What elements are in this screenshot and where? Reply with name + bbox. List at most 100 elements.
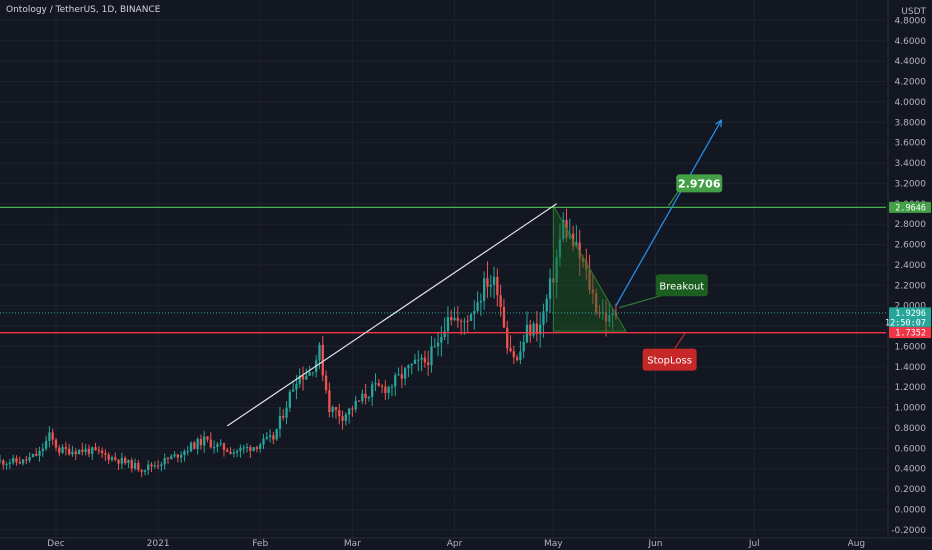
candle-body[interactable] <box>12 458 15 463</box>
candle-body[interactable] <box>440 337 443 343</box>
candle-body[interactable] <box>91 447 94 454</box>
candle-body[interactable] <box>68 448 71 455</box>
candle-body[interactable] <box>466 320 469 322</box>
candle-body[interactable] <box>463 320 466 322</box>
candle-body[interactable] <box>298 375 301 384</box>
candle-body[interactable] <box>331 407 334 413</box>
candle-body[interactable] <box>555 257 558 283</box>
candle-body[interactable] <box>295 383 298 390</box>
candle-body[interactable] <box>512 351 515 358</box>
candle-body[interactable] <box>140 470 143 472</box>
candle-body[interactable] <box>443 331 446 338</box>
target-price-badge-bg[interactable] <box>889 201 931 213</box>
candle-body[interactable] <box>502 306 506 328</box>
candle-body[interactable] <box>249 446 252 451</box>
candle-body[interactable] <box>595 293 598 313</box>
y-axis[interactable]: -0.2000 0.0000 0.2000 0.4000 0.6000 0.8000 1.0… <box>885 0 932 550</box>
candle-body[interactable] <box>459 320 463 322</box>
candle-body[interactable] <box>436 342 440 347</box>
candle-body[interactable] <box>469 314 473 321</box>
candle-body[interactable] <box>581 258 585 262</box>
candle-body[interactable] <box>611 312 614 316</box>
candle-body[interactable] <box>143 470 147 472</box>
candle-body[interactable] <box>0 460 2 462</box>
candle-body[interactable] <box>542 311 545 325</box>
candle-body[interactable] <box>545 298 548 312</box>
candle-body[interactable] <box>160 464 163 466</box>
candle-body[interactable] <box>222 443 226 450</box>
candle-body[interactable] <box>100 450 104 454</box>
target-callout-box[interactable] <box>676 174 723 193</box>
candle-body[interactable] <box>423 357 427 363</box>
candle-body[interactable] <box>394 375 397 387</box>
candle-body[interactable] <box>588 269 591 290</box>
candle-body[interactable] <box>433 346 436 348</box>
candle-body[interactable] <box>291 389 295 392</box>
candle-body[interactable] <box>479 300 483 303</box>
candle-body[interactable] <box>114 457 117 460</box>
candle-body[interactable] <box>450 316 453 321</box>
trend-line[interactable] <box>226 203 557 427</box>
candle-body[interactable] <box>410 363 413 366</box>
candle-body[interactable] <box>51 432 54 440</box>
candle-body[interactable] <box>127 459 130 464</box>
candle-body[interactable] <box>529 324 532 336</box>
candle-body[interactable] <box>578 242 581 259</box>
candle-body[interactable] <box>229 451 232 454</box>
candle-body[interactable] <box>420 357 423 360</box>
candle-body[interactable] <box>2 460 5 465</box>
candle-body[interactable] <box>110 457 114 460</box>
candle-body[interactable] <box>245 446 249 448</box>
candle-body[interactable] <box>179 454 183 458</box>
candle-body[interactable] <box>387 387 390 394</box>
candle-body[interactable] <box>413 359 417 364</box>
candle-body[interactable] <box>380 385 384 387</box>
candle-body[interactable] <box>170 456 173 459</box>
candle-body[interactable] <box>199 438 203 446</box>
candle-body[interactable] <box>390 386 394 388</box>
candle-body[interactable] <box>235 451 239 453</box>
candle-body[interactable] <box>367 397 371 399</box>
candle-body[interactable] <box>453 317 456 321</box>
candle-body[interactable] <box>183 451 186 455</box>
candle-body[interactable] <box>496 276 499 296</box>
candle-body[interactable] <box>489 284 492 287</box>
candle-body[interactable] <box>338 410 341 417</box>
candle-body[interactable] <box>476 302 479 312</box>
candle-body[interactable] <box>361 393 364 402</box>
candle-body[interactable] <box>232 452 236 454</box>
candle-body[interactable] <box>5 463 8 465</box>
candle-body[interactable] <box>354 400 357 410</box>
candle-body[interactable] <box>407 365 410 369</box>
candle-body[interactable] <box>301 375 305 380</box>
candle-body[interactable] <box>519 351 522 361</box>
candle-body[interactable] <box>44 440 48 449</box>
candle-body[interactable] <box>41 448 44 452</box>
candle-body[interactable] <box>321 344 324 376</box>
candle-body[interactable] <box>608 315 611 322</box>
candle-body[interactable] <box>8 462 12 464</box>
projection-line[interactable] <box>615 119 722 306</box>
candle-body[interactable] <box>364 393 367 399</box>
candle-body[interactable] <box>186 451 189 453</box>
candle-body[interactable] <box>262 438 265 445</box>
candle-body[interactable] <box>130 459 133 469</box>
candle-body[interactable] <box>568 233 571 238</box>
candle-body[interactable] <box>265 436 268 439</box>
candle-body[interactable] <box>61 447 64 453</box>
candle-body[interactable] <box>18 461 21 464</box>
candle-body[interactable] <box>117 459 120 464</box>
candle-body[interactable] <box>156 465 160 467</box>
candle-body[interactable] <box>318 344 321 361</box>
candle-body[interactable] <box>374 383 377 385</box>
candle-body[interactable] <box>377 383 380 386</box>
candle-body[interactable] <box>21 459 25 464</box>
candles-layer[interactable] <box>0 208 618 478</box>
candle-body[interactable] <box>397 374 400 376</box>
candle-body[interactable] <box>305 375 308 380</box>
candle-body[interactable] <box>239 447 242 452</box>
candle-body[interactable] <box>351 408 354 410</box>
candle-body[interactable] <box>311 372 315 374</box>
candle-body[interactable] <box>539 324 542 334</box>
